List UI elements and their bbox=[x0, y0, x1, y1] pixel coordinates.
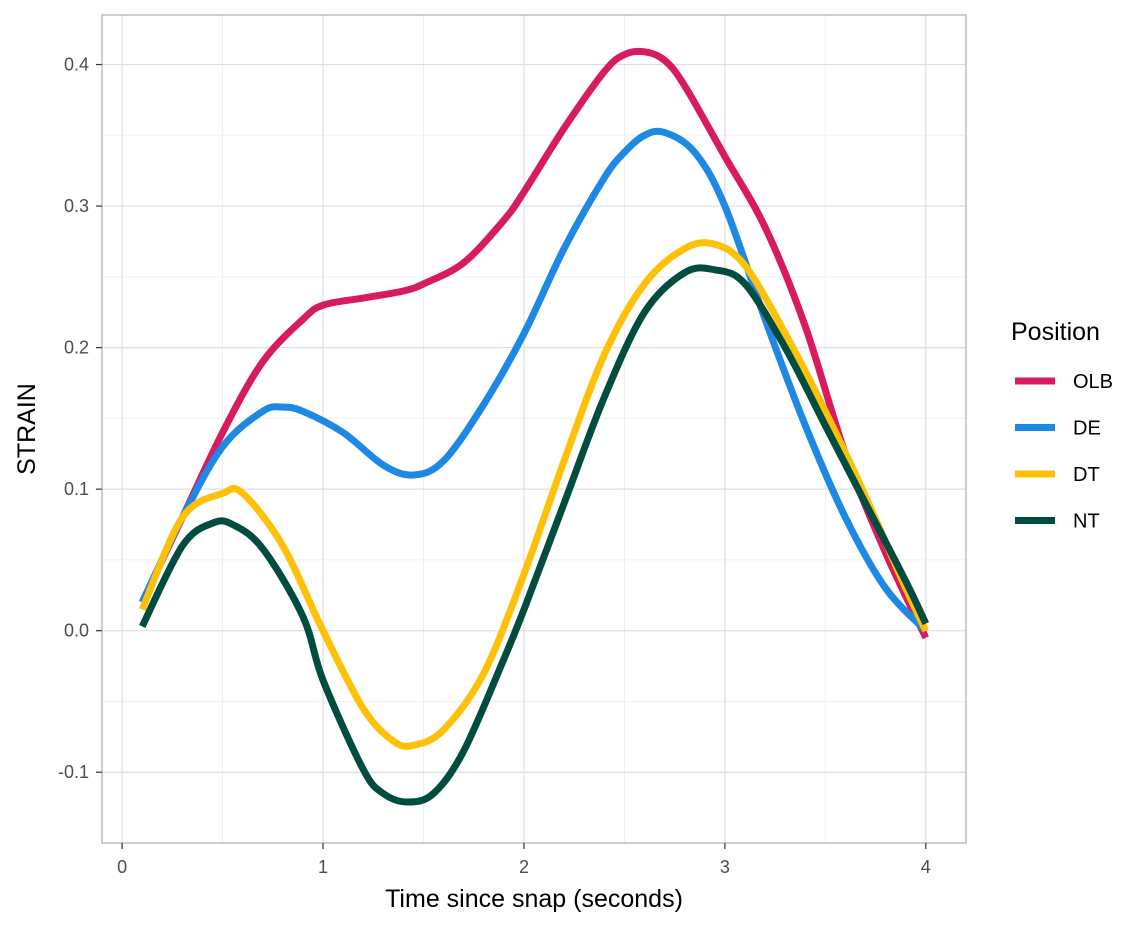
series-lines bbox=[138, 47, 929, 806]
series-line-nt bbox=[139, 264, 929, 806]
x-tick-label: 1 bbox=[318, 857, 328, 877]
y-tick-label: 0.0 bbox=[64, 621, 89, 641]
plot-panel bbox=[102, 15, 966, 843]
series-line-olb bbox=[139, 47, 929, 640]
x-axis-title: Time since snap (seconds) bbox=[385, 885, 683, 913]
legend: Position OLB DE DT NT bbox=[1011, 318, 1113, 533]
plot-border bbox=[101, 14, 967, 844]
legend-label-dt: DT bbox=[1073, 464, 1100, 486]
x-axis: 0 1 2 3 4 bbox=[117, 843, 931, 877]
y-tick-label: 0.2 bbox=[64, 338, 89, 358]
x-tick-label: 3 bbox=[720, 857, 730, 877]
series-line-de bbox=[139, 127, 929, 634]
y-tick-label: 0.3 bbox=[64, 196, 89, 216]
legend-label-de: DE bbox=[1073, 418, 1101, 440]
y-axis-title: STRAIN bbox=[13, 383, 41, 475]
legend-label-olb: OLB bbox=[1073, 371, 1113, 393]
major-gridlines bbox=[102, 15, 966, 843]
x-tick-label: 0 bbox=[117, 857, 127, 877]
y-tick-label: 0.4 bbox=[64, 55, 89, 75]
y-tick-label: -0.1 bbox=[58, 762, 89, 782]
x-tick-label: 2 bbox=[519, 857, 529, 877]
y-tick-label: 0.1 bbox=[64, 479, 89, 499]
series-line-dt bbox=[138, 239, 929, 750]
legend-title: Position bbox=[1011, 318, 1100, 346]
y-axis: -0.1 0.0 0.1 0.2 0.3 0.4 bbox=[58, 55, 102, 782]
legend-label-nt: NT bbox=[1073, 511, 1100, 533]
x-tick-label: 4 bbox=[921, 857, 931, 877]
